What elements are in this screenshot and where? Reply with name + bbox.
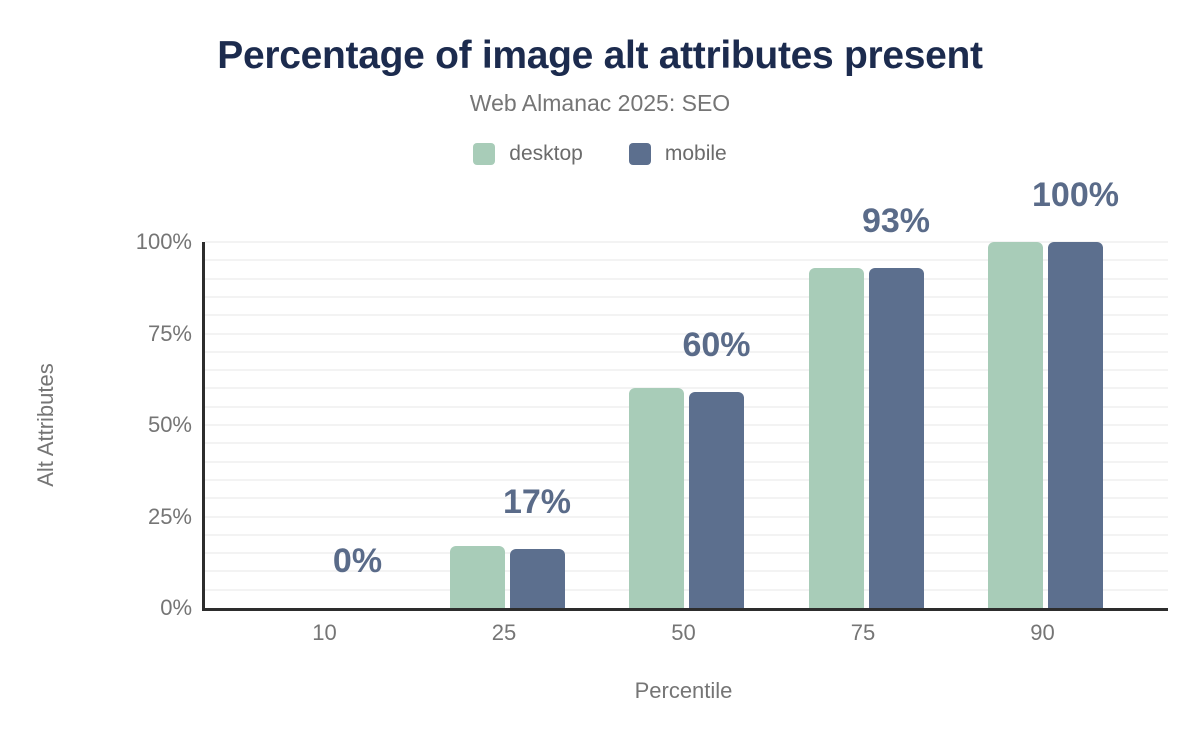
legend-item-mobile: mobile [628,142,727,166]
y-tick-100: 100% [135,229,192,254]
x-tick-25: 25 [491,620,517,645]
grid-line [205,460,1168,463]
grid-line [205,405,1168,408]
data-label-p25: 17% [502,483,572,522]
mobile-bar-p25[interactable] [509,549,565,608]
desktop-bar-p25[interactable] [449,545,505,608]
y-tick-25: 25% [147,503,192,529]
grid-line [205,570,1168,573]
grid-line [205,387,1168,390]
y-tick-0: 0% [160,595,192,620]
data-label-p75: 93% [861,201,931,240]
grid-line [205,515,1168,518]
grid-line [205,314,1168,317]
legend-item-desktop: desktop [473,142,583,166]
chart-title: Percentage of image alt attributes prese… [217,34,983,77]
legend: desktop mobile [0,142,1200,166]
grid-line [205,533,1168,536]
desktop-bar-p50[interactable] [629,388,684,608]
desktop-swatch-icon [473,143,496,165]
legend-label-mobile: mobile [664,142,727,165]
grid-line [205,588,1168,591]
grid-line [205,259,1168,262]
grid-line [205,295,1168,298]
data-label-p50: 60% [682,326,751,365]
grid-line [205,497,1168,500]
data-label-p10: 0% [332,542,383,580]
y-tick-75: 75% [147,320,192,346]
mobile-swatch-icon [628,143,651,165]
plot-area: 0% 17% 60% 93% 100% [202,178,1168,611]
grid-line [205,478,1168,481]
grid-line [205,369,1168,372]
desktop-bar-p90[interactable] [988,242,1043,608]
grid-line [205,277,1168,280]
grid-line [205,241,1168,243]
desktop-bar-p75[interactable] [808,267,864,608]
x-tick-90: 90 [1030,620,1055,645]
x-tick-10: 10 [312,620,337,645]
legend-label-desktop: desktop [509,142,583,165]
mobile-bar-p50[interactable] [689,392,744,608]
grid-line [205,424,1168,426]
x-tick-75: 75 [850,620,876,645]
data-label-p90: 100% [1032,176,1119,214]
grid-line [205,442,1168,445]
x-axis-title: Percentile [634,678,733,703]
grid-line [205,332,1168,335]
chart-subtitle: Web Almanac 2025: SEO [469,90,731,116]
x-tick-50: 50 [671,620,696,645]
y-tick-50: 50% [147,412,192,437]
mobile-bar-p90[interactable] [1048,242,1103,608]
grid-line [205,350,1168,353]
mobile-bar-p75[interactable] [868,267,924,608]
grid-line [205,552,1168,555]
